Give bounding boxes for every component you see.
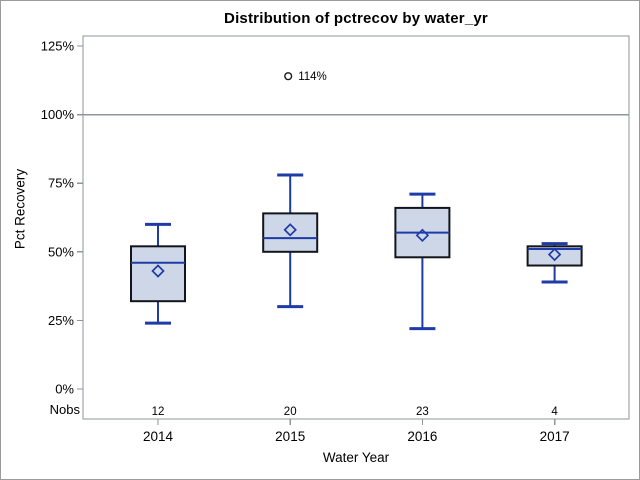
iqr-box (262, 212, 319, 253)
mean-marker (151, 264, 165, 278)
y-tick-label: 75% (48, 176, 74, 191)
chart-title: Distribution of pctrecov by water_yr (224, 10, 488, 27)
y-tick-label: 25% (48, 313, 74, 328)
x-tick-label: 2016 (407, 429, 437, 444)
nobs-value: 23 (416, 406, 429, 418)
plot-frame (82, 35, 630, 420)
outlier-label: 114% (298, 71, 327, 83)
y-tick-label: 100% (41, 107, 75, 122)
y-tick-label: 50% (48, 244, 74, 259)
iqr-box (130, 245, 186, 303)
mean-marker (415, 228, 430, 243)
box-group-2017 (526, 242, 583, 284)
nobs-value: 4 (551, 406, 558, 418)
y-tick-label: 0% (55, 382, 74, 397)
mean-marker (283, 223, 297, 237)
x-axis-title: Water Year (322, 450, 390, 465)
outlier-marker (284, 72, 293, 81)
mean-marker (547, 247, 562, 262)
y-tick-label: 125% (41, 39, 75, 54)
nobs-row-label: Nobs (49, 402, 80, 417)
box-group-2014 (130, 222, 186, 325)
box-group-2016 (394, 192, 451, 331)
x-tick-label: 2014 (143, 429, 174, 444)
nobs-value: 20 (284, 406, 297, 418)
x-tick-label: 2015 (275, 429, 305, 444)
box-group-2015: 114% (262, 71, 327, 309)
nobs-value: 12 (152, 406, 165, 418)
x-tick-label: 2017 (540, 429, 570, 444)
iqr-box (526, 245, 583, 267)
